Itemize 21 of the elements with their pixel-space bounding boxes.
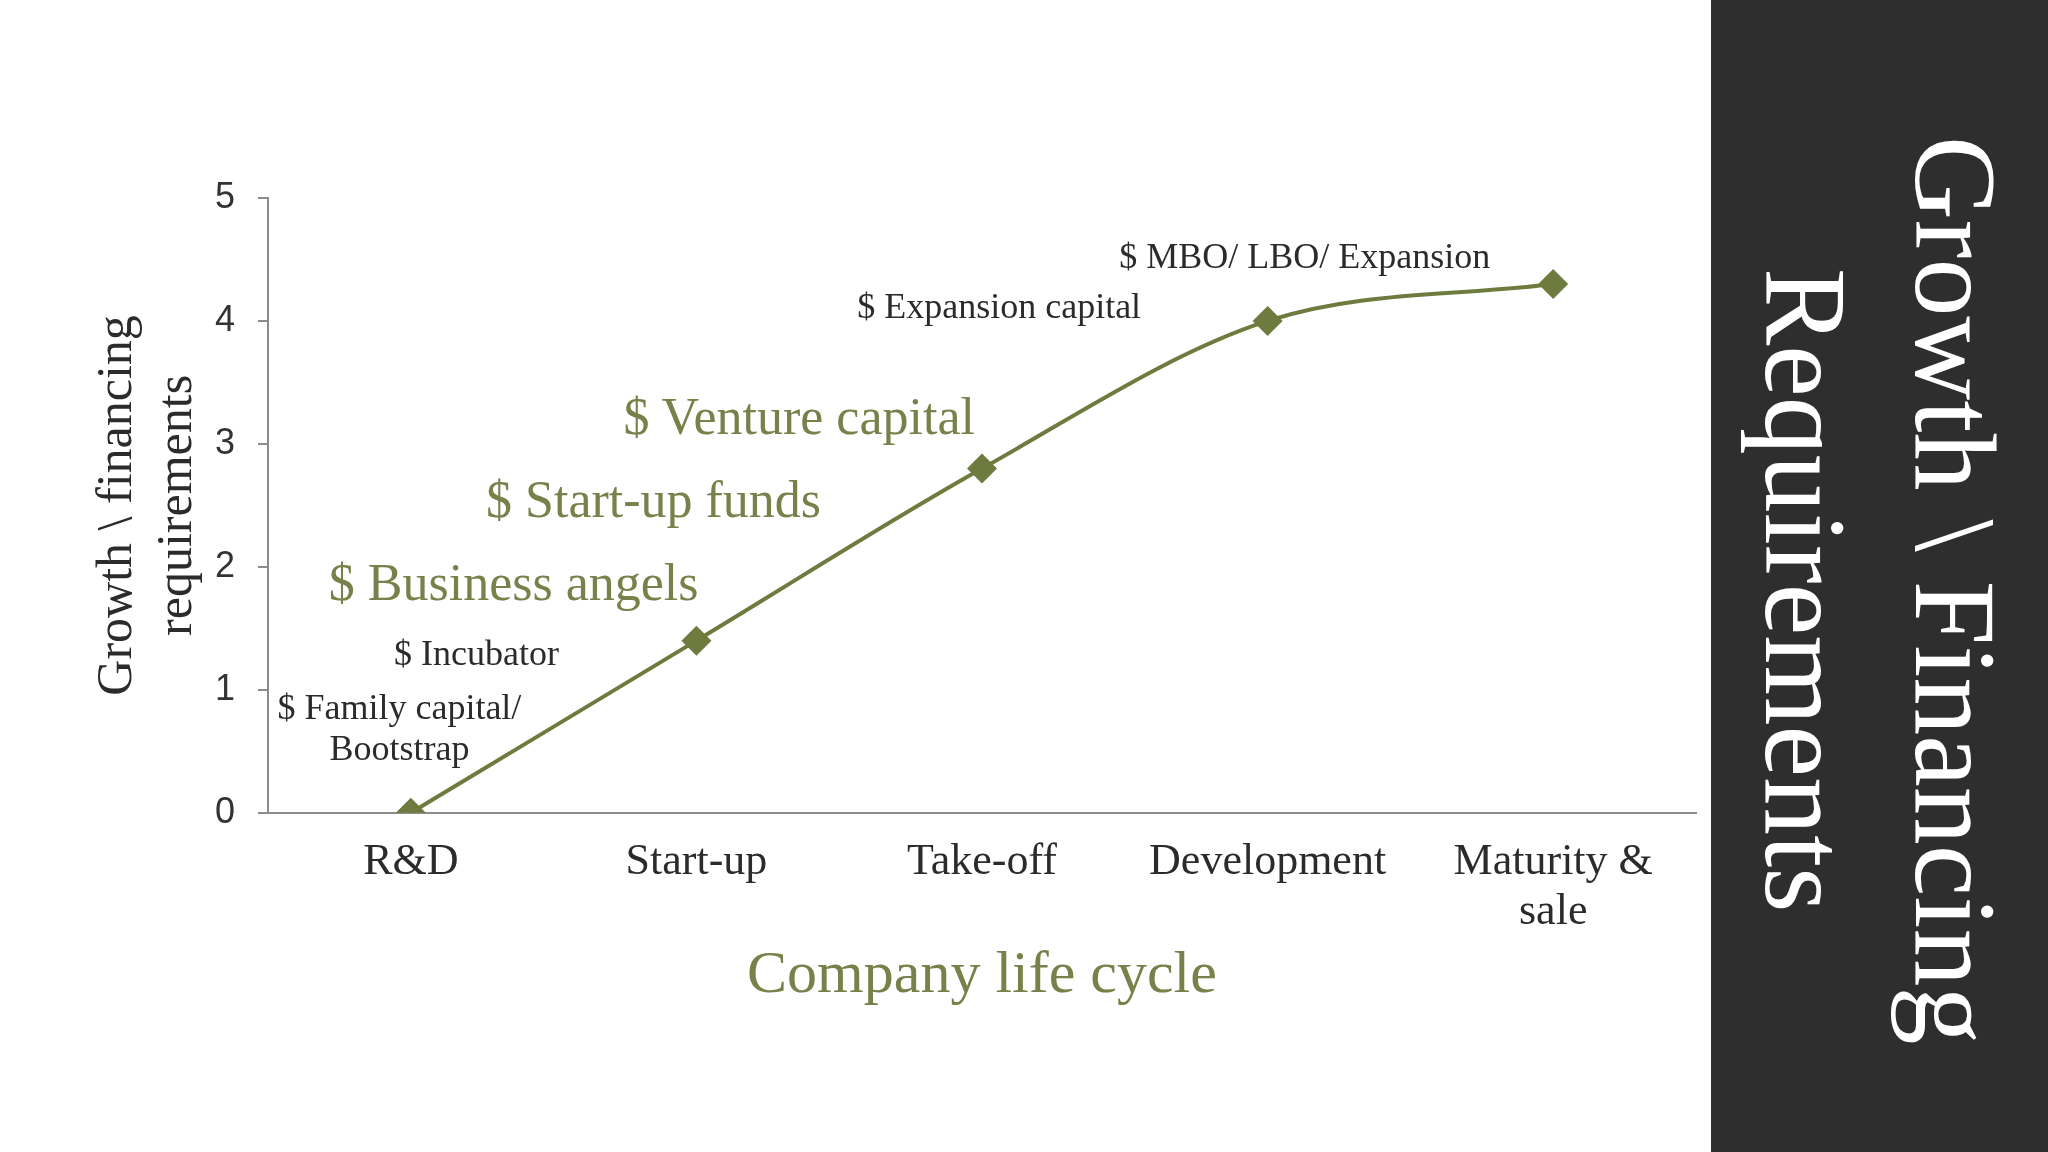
x-tick-label: R&D xyxy=(363,834,459,884)
annotation: $ Family capital/ Bootstrap xyxy=(277,686,522,768)
y-tick-label: 5 xyxy=(214,174,236,216)
x-axis-title: Company life cycle xyxy=(747,938,1217,1005)
x-tick-label: Start-up xyxy=(625,834,768,884)
y-tick-label: 4 xyxy=(214,297,236,339)
y-axis-title: Growth \ financing requirements xyxy=(86,315,203,696)
y-tick-label: 3 xyxy=(214,420,236,462)
text: Growth \ Financing Requirements xyxy=(1739,134,2021,1047)
annotation: $ MBO/ LBO/ Expansion xyxy=(1119,235,1491,276)
x-tick-label: Take-off xyxy=(907,834,1058,884)
x-tick-label: Development xyxy=(1149,834,1387,884)
y-tick-label: 0 xyxy=(214,789,236,831)
annotation: $ Business angels xyxy=(328,554,699,612)
y-tick-label: 1 xyxy=(214,666,236,708)
annotation: $ Venture capital xyxy=(623,388,975,446)
annotation: $ Incubator xyxy=(394,632,559,673)
annotation: $ Start-up funds xyxy=(486,470,822,528)
annotation: $ Expansion capital xyxy=(857,286,1142,327)
x-tick-label: Maturity & sale xyxy=(1453,834,1653,935)
y-tick-label: 2 xyxy=(214,543,236,585)
